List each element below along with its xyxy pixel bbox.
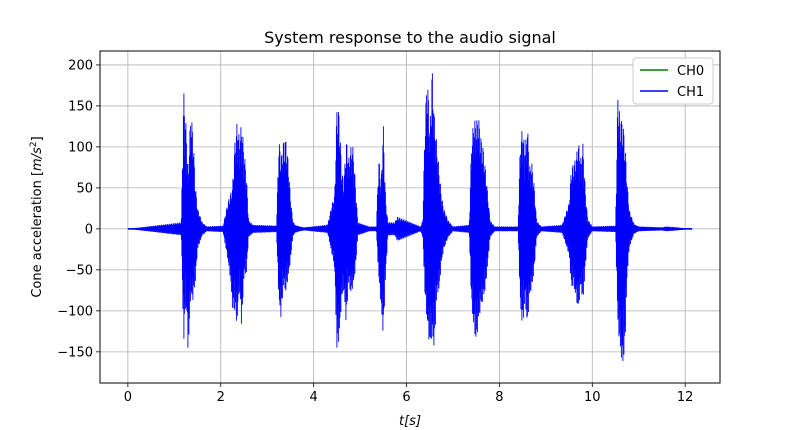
plot-area-frame	[99, 50, 721, 384]
legend: CH0 CH1	[632, 57, 714, 105]
x-tick-label: 4	[309, 390, 317, 405]
y-tick-label: 200	[68, 58, 93, 73]
plot-series	[127, 73, 693, 361]
x-tick-label: 6	[402, 390, 410, 405]
legend-label-ch1: CH1	[677, 85, 704, 100]
y-axis-label: Cone acceleration [m/s2]	[29, 136, 45, 297]
y-tick-label: 100	[68, 140, 93, 155]
y-axis-label-suffix: ]	[30, 136, 45, 141]
x-tick-label: 8	[495, 390, 503, 405]
x-axis-label: t[s]	[399, 414, 421, 429]
x-tick-label: 2	[217, 390, 225, 405]
chart-title: System response to the audio signal	[264, 28, 556, 47]
y-tick-label: 150	[68, 99, 93, 114]
y-tick-label: −150	[57, 345, 93, 360]
y-axis-label-exponent: 2	[29, 141, 39, 147]
x-tick-label: 0	[124, 390, 132, 405]
y-tick-label: 50	[76, 181, 93, 196]
y-tick-label: −50	[66, 263, 93, 278]
y-axis-label-prefix: Cone acceleration [	[30, 171, 45, 298]
x-tick-label: 12	[677, 390, 694, 405]
y-tick-label: 0	[85, 222, 93, 237]
x-axis-label-unit: [s]	[404, 414, 421, 429]
axis-ticks: 0 2 4 6 8 10 12 −150 −100 −50 0 50 100 150 200	[57, 58, 693, 405]
y-axis-label-unit: m/s	[30, 147, 45, 171]
x-tick-label: 10	[584, 390, 601, 405]
x-axis-label-var: t	[399, 414, 405, 429]
y-tick-label: −100	[57, 304, 93, 319]
legend-label-ch0: CH0	[677, 64, 704, 79]
